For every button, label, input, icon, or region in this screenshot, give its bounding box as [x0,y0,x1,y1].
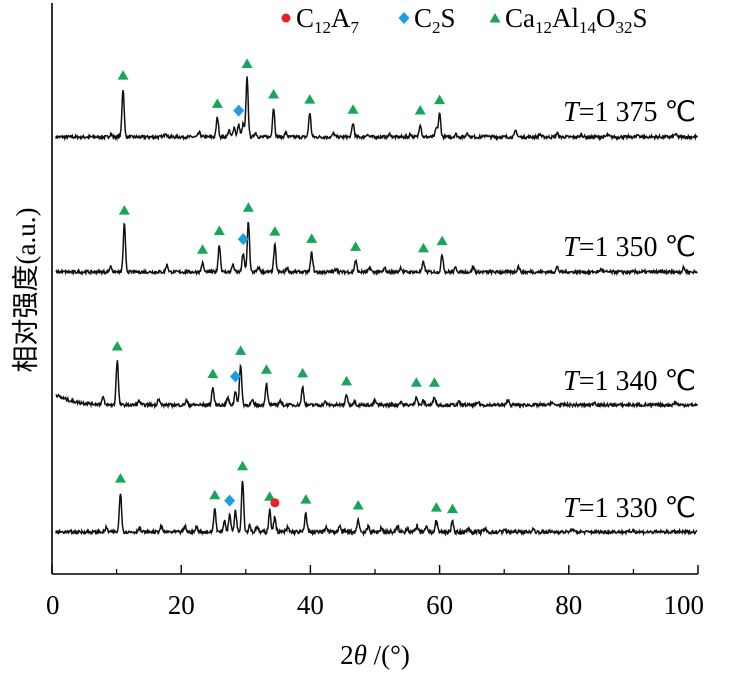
phase-triangle-icon [237,460,249,471]
legend-subscript: 2 [432,18,441,37]
phase-triangle-icon [269,226,281,236]
series-label: T=1 330 ℃ [563,493,696,524]
phase-diamond-icon [233,104,245,117]
phase-triangle-icon [241,58,253,69]
phase-diamond-icon [229,370,241,383]
phase-triangle-icon [117,70,129,80]
phase-triangle-icon [260,364,272,374]
x-axis-title-prefix: 2 [340,640,354,670]
xrd-series: T=1 330 ℃ [55,460,698,538]
phase-triangle-icon [350,241,362,251]
x-tick-label: 100 [664,590,705,620]
axis-labels: 2θ /(°) 相对强度(a.u.) [11,208,410,670]
x-axis-title: 2θ /(°) [340,640,410,670]
legend-label: Ca12Al14O32S [505,3,648,37]
legend-label: C12A7 [296,3,360,37]
series-label-italic: T [563,366,581,397]
phase-triangle-icon [436,235,448,246]
legend-text-part: C [296,3,314,33]
phase-triangle-icon [264,491,276,501]
phase-triangle-icon [341,375,353,386]
xrd-traces: T=1 375 ℃T=1 350 ℃T=1 340 ℃T=1 330 ℃ [55,58,698,538]
phase-diamond-icon [398,12,410,24]
legend: C12A7 C2S Ca12Al14O32S [281,3,648,37]
phase-triangle-icon [304,94,316,104]
y-axis-title: 相对强度(a.u.) [11,208,41,373]
series-label: T=1 350 ℃ [563,232,696,263]
phase-triangle-icon [414,104,426,115]
xrd-trace-line [55,360,698,410]
phase-triangle-icon [114,473,126,483]
legend-subscript: 7 [351,18,360,37]
phase-diamond-icon [237,233,249,246]
legend-subscript: 32 [616,18,633,37]
phase-triangle-icon [118,205,130,215]
x-tick-label: 0 [46,590,60,620]
legend-item: Ca12Al14O32S [489,3,648,37]
x-tick-label: 80 [555,590,582,620]
xrd-trace-line [55,480,698,538]
legend-text-part: O [596,3,616,33]
phase-triangle-icon [410,377,422,387]
phase-triangle-icon [213,225,225,235]
series-label: T=1 340 ℃ [563,366,696,397]
series-label-italic: T [563,493,581,524]
phase-triangle-icon [268,89,280,99]
series-label-italic: T [563,232,581,263]
xrd-trace-line [55,76,698,142]
phase-triangle-icon [207,368,219,379]
series-label-italic: T [563,97,581,128]
phase-triangle-icon [209,489,221,500]
series-label-rest: =1 350 ℃ [579,232,696,263]
x-tick-label: 20 [168,590,195,620]
xrd-trace-line [55,221,698,277]
phase-triangle-icon [211,98,223,108]
legend-text-part: S [633,3,648,33]
phase-diamond-icon [224,494,236,507]
series-label-rest: =1 340 ℃ [579,366,696,397]
x-tick-label: 60 [426,590,453,620]
xrd-series: T=1 375 ℃ [55,58,698,142]
legend-subscript: 12 [535,18,552,37]
legend-text-part: C [414,3,432,33]
x-axis-title-var: θ [354,640,367,670]
series-label: T=1 375 ℃ [563,97,696,128]
legend-text-part: A [331,3,351,33]
series-label-rest: =1 375 ℃ [579,97,696,128]
x-axis-title-unit: /(°) [367,640,410,670]
xrd-series: T=1 350 ℃ [55,202,698,277]
phase-triangle-icon [347,104,359,114]
phase-circle-icon [270,498,280,508]
legend-item: C12A7 [281,3,360,37]
legend-item: C2S [398,3,456,37]
legend-text-part: Al [552,3,579,33]
phase-triangle-icon [111,341,123,351]
phase-triangle-icon [447,503,459,514]
phase-triangle-icon [417,242,429,253]
phase-circle-icon [281,13,291,23]
legend-label: C2S [414,3,456,37]
legend-subscript: 14 [579,18,597,37]
phase-triangle-icon [428,377,440,387]
phase-triangle-icon [197,244,209,254]
phase-triangle-icon [489,13,501,23]
phase-triangle-icon [300,494,312,504]
phase-triangle-icon [297,367,309,378]
axes-frame: 0 20 40 60 80 100 [46,3,704,620]
phase-triangle-icon [242,202,254,212]
x-tick-label: 40 [297,590,324,620]
legend-text-part: S [441,3,456,33]
phase-triangle-icon [434,94,446,105]
series-label-rest: =1 330 ℃ [579,493,696,524]
phase-triangle-icon [235,345,247,355]
phase-triangle-icon [430,502,442,512]
phase-triangle-icon [306,233,318,243]
phase-triangle-icon [352,499,364,510]
legend-text-part: Ca [505,3,535,33]
xrd-series: T=1 340 ℃ [55,341,698,410]
legend-subscript: 12 [314,18,331,37]
